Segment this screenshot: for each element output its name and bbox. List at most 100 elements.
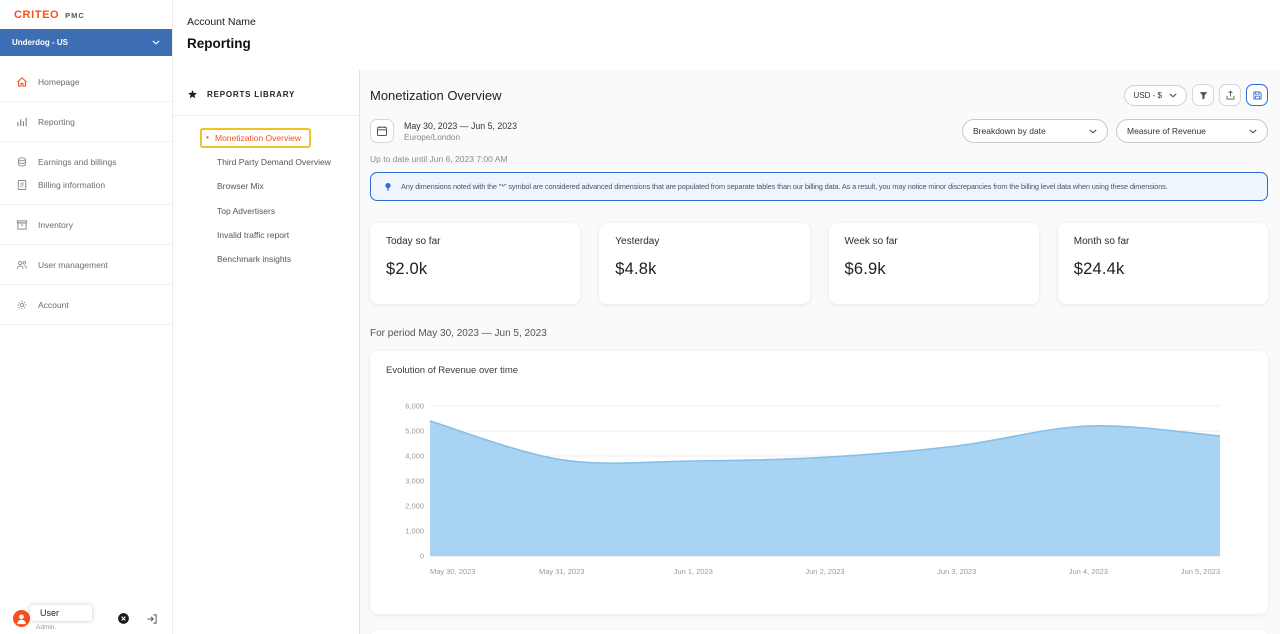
- stat-card-yesterday: Yesterday $4.8k: [599, 223, 810, 304]
- filter-row: May 30, 2023 — Jun 5, 2023 Europe/London…: [370, 119, 1268, 143]
- stat-card-month-so-far: Month so far $24.4k: [1057, 223, 1268, 304]
- sidebar: CRITEO PMC Underdog - US Homepage Reporti…: [0, 0, 173, 634]
- date-range-label: May 30, 2023 — Jun 5, 2023: [404, 120, 517, 131]
- calendar-button[interactable]: [370, 119, 394, 143]
- currency-select-value: USD - $: [1133, 90, 1162, 100]
- timezone-label: Europe/London: [404, 132, 460, 142]
- nav-group: Homepage: [0, 62, 172, 102]
- report-item-invalid-traffic-report[interactable]: Invalid traffic report: [217, 229, 290, 240]
- sidebar-item-label: Account: [38, 299, 69, 310]
- stat-label: Today so far: [386, 236, 441, 247]
- user-area: User Admin.: [0, 590, 172, 634]
- funnel-icon: [1198, 90, 1209, 101]
- chevron-down-icon: [1249, 128, 1257, 134]
- nav-group: Reporting: [0, 102, 172, 142]
- report-item-third-party-demand-overview[interactable]: Third Party Demand Overview: [217, 157, 331, 168]
- save-button[interactable]: [1246, 84, 1268, 106]
- user-avatar-icon: [13, 610, 30, 627]
- chevron-down-icon: [152, 40, 160, 45]
- right-column: Account Name Reporting REPORTS LIBRARY M…: [173, 0, 1280, 634]
- sidebar-item-label: Homepage: [38, 76, 80, 87]
- bulb-icon: [383, 182, 393, 192]
- breakdown-select-value: Breakdown by date: [973, 126, 1046, 136]
- sidebar-item-reporting[interactable]: Reporting: [0, 110, 172, 133]
- revenue-chart-card: Evolution of Revenue over time 0 1,000 2,0…: [370, 351, 1268, 614]
- sidebar-item-homepage[interactable]: Homepage: [0, 70, 172, 93]
- currency-select[interactable]: USD - $: [1123, 84, 1187, 106]
- stat-label: Week so far: [844, 236, 898, 247]
- x-circle-icon[interactable]: [117, 612, 130, 625]
- nav-group: User management: [0, 245, 172, 285]
- up-to-date-label: Up to date until Jun 6, 2023 7:00 AM: [370, 154, 508, 164]
- sidebar-item-user-management[interactable]: User management: [0, 253, 172, 276]
- nav-group: Inventory: [0, 205, 172, 245]
- calendar-icon: [376, 125, 388, 137]
- svg-text:0: 0: [420, 552, 424, 561]
- account-name-label: Account Name: [187, 16, 256, 28]
- export-icon: [1225, 89, 1236, 101]
- reports-list: Monetization Overview Third Party Demand …: [173, 116, 359, 267]
- revenue-area-chart: 0 1,000 2,000 3,000 4,000 5,000 6,000 May 30, 2…: [405, 402, 1221, 576]
- user-menu[interactable]: User: [30, 605, 92, 621]
- report-item-benchmark-insights[interactable]: Benchmark insights: [217, 253, 292, 264]
- svg-text:May 30, 2023: May 30, 2023: [430, 567, 475, 576]
- home-icon: [15, 75, 28, 88]
- stat-card-today-so-far: Today so far $2.0k: [370, 223, 581, 304]
- stat-value: $6.9k: [844, 260, 886, 278]
- svg-text:1,000: 1,000: [405, 527, 424, 536]
- report-item-monetization-overview[interactable]: Monetization Overview: [202, 130, 309, 146]
- svg-text:Jun 4, 2023: Jun 4, 2023: [1069, 567, 1108, 576]
- main-header-row: Monetization Overview USD - $: [370, 84, 1268, 106]
- chevron-down-icon: [1169, 92, 1177, 98]
- sidebar-item-inventory[interactable]: Inventory: [0, 213, 172, 236]
- info-banner: Any dimensions noted with the "*" symbol…: [370, 172, 1268, 201]
- export-button[interactable]: [1219, 84, 1241, 106]
- gear-icon: [15, 298, 28, 311]
- account-selector[interactable]: Underdog - US: [0, 29, 172, 56]
- stats-row: Today so far $2.0k Yesterday $4.8k Week so f…: [370, 223, 1268, 304]
- sidebar-item-label: Inventory: [38, 219, 73, 230]
- svg-text:6,000: 6,000: [405, 402, 424, 411]
- measure-select-value: Measure of Revenue: [1127, 126, 1206, 136]
- stat-value: $4.8k: [615, 260, 657, 278]
- info-banner-text: Any dimensions noted with the "*" symbol…: [401, 182, 1168, 191]
- dimension-selects: Breakdown by date Measure of Revenue: [962, 119, 1268, 143]
- coins-icon: [15, 155, 28, 168]
- measure-select[interactable]: Measure of Revenue: [1116, 119, 1268, 143]
- users-icon: [15, 258, 28, 271]
- report-item-browser-mix[interactable]: Browser Mix: [217, 181, 264, 192]
- reports-library-title: REPORTS LIBRARY: [207, 90, 296, 99]
- reports-library-panel: REPORTS LIBRARY Monetization Overview Thi…: [173, 70, 360, 634]
- next-card-sliver: [370, 630, 1268, 634]
- billing-doc-icon: [15, 178, 28, 191]
- sidebar-item-earnings-and-billings[interactable]: Earnings and billings: [0, 150, 172, 173]
- svg-text:2,000: 2,000: [405, 502, 424, 511]
- save-icon: [1252, 90, 1263, 101]
- svg-text:5,000: 5,000: [405, 427, 424, 436]
- breakdown-select[interactable]: Breakdown by date: [962, 119, 1108, 143]
- filter-button[interactable]: [1192, 84, 1214, 106]
- stat-label: Yesterday: [615, 236, 660, 247]
- svg-text:4,000: 4,000: [405, 452, 424, 461]
- main-panel: Monetization Overview USD - $: [360, 70, 1280, 634]
- report-item-top-advertisers[interactable]: Top Advertisers: [217, 205, 276, 216]
- brand-logo: CRITEO PMC: [0, 0, 172, 29]
- nav-group: Account: [0, 285, 172, 325]
- sidebar-item-label: Reporting: [38, 116, 75, 127]
- date-picker[interactable]: May 30, 2023 — Jun 5, 2023 Europe/London: [370, 119, 517, 143]
- user-role-label: Admin.: [36, 624, 57, 631]
- sidebar-item-label: User management: [38, 259, 108, 270]
- report-title: Monetization Overview: [370, 87, 502, 103]
- sidebar-item-billing-information[interactable]: Billing information: [0, 173, 172, 196]
- svg-text:May 31, 2023: May 31, 2023: [539, 567, 584, 576]
- star-icon: [187, 89, 198, 100]
- logout-icon[interactable]: [146, 613, 158, 625]
- content-row: REPORTS LIBRARY Monetization Overview Thi…: [173, 70, 1280, 634]
- account-selector-label: Underdog - US: [12, 38, 68, 47]
- bar-chart-icon: [15, 115, 28, 128]
- reports-library-header: REPORTS LIBRARY: [173, 70, 359, 116]
- svg-text:Jun 5, 2023: Jun 5, 2023: [1181, 567, 1220, 576]
- top-header: Account Name Reporting: [173, 0, 1280, 70]
- sidebar-item-account[interactable]: Account: [0, 293, 172, 316]
